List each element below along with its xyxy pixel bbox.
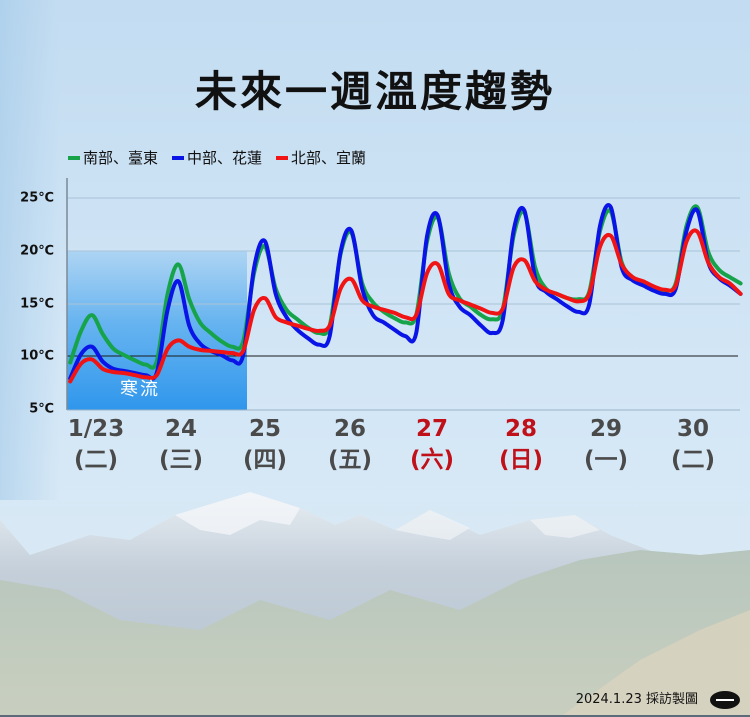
date-label: 27 [415,416,448,442]
y-tick-25: 25℃ [20,190,54,206]
weekday-label: (一) [583,447,629,473]
logo-icon [710,691,740,709]
weekday-label: (日) [498,447,544,473]
x-label-day-7: 29 (一) [566,414,646,476]
legend-swatch-green [68,155,80,160]
x-label-day-2: 24 (三) [141,414,221,476]
legend-label: 中部、花蓮 [187,149,263,167]
date-label: 26 [333,416,366,442]
legend-label: 北部、宜蘭 [291,149,367,167]
background-gradient [0,0,60,500]
date-label: 25 [248,416,281,442]
date-label: 24 [164,416,197,442]
date-label: 30 [676,416,709,442]
series-line-north-yilan [68,228,743,384]
x-label-day-3: 25 (四) [225,414,305,476]
weekday-label: (五) [327,447,373,473]
weekday-label: (四) [242,447,288,473]
legend-item-central: 中部、花蓮 [172,147,262,168]
footer-credit: 2024.1.23 採訪製圖 [575,692,698,707]
date-label: 28 [504,416,537,442]
y-tick-20: 20℃ [20,243,54,259]
mountain-background-image [0,492,750,717]
weekday-label: (三) [158,447,204,473]
cold-wave-label: 寒流 [120,379,160,400]
series-lines [68,202,743,384]
chart-title: 未來一週溫度趨勢 [194,67,555,116]
x-label-day-8: 30 (二) [653,414,733,476]
legend-swatch-blue [172,155,185,160]
temperature-line-chart [66,178,743,411]
legend-swatch-red [276,155,289,160]
legend-item-north: 北部、宜蘭 [276,147,366,168]
date-label: 1/23 [67,416,125,442]
cold-wave-region [67,251,247,410]
x-label-day-1: 1/23 (二) [56,414,136,476]
y-tick-10: 10℃ [20,348,54,364]
series-line-central-hualien [68,202,743,381]
weekday-label: (二) [670,447,716,473]
weekday-label: (六) [409,447,455,473]
legend-label: 南部、臺東 [83,149,159,167]
legend-item-south: 南部、臺東 [68,147,158,168]
chart-legend: 南部、臺東 中部、花蓮 北部、宜蘭 [68,147,366,168]
date-label: 29 [589,416,622,442]
x-label-day-6: 28 (日) [481,414,561,476]
gridlines [67,197,740,305]
x-label-day-5: 27 (六) [392,414,472,476]
x-label-day-4: 26 (五) [310,414,390,476]
y-tick-15: 15℃ [20,296,54,312]
weekday-label: (二) [73,447,119,473]
y-tick-5: 5℃ [29,401,54,417]
